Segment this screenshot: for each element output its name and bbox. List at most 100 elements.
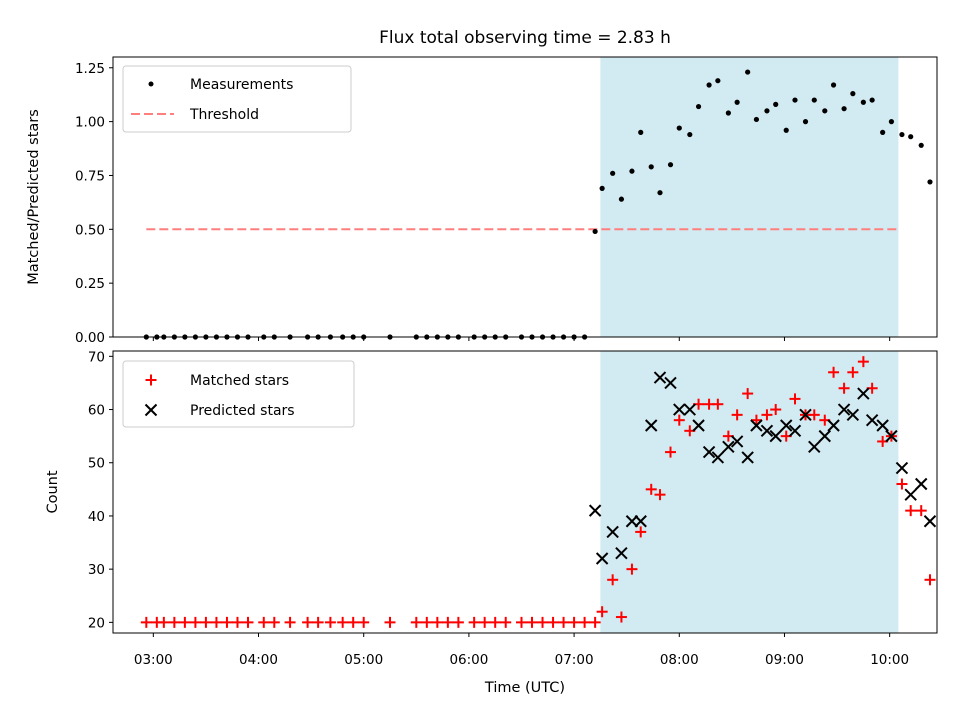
predicted-star-point: [837, 403, 851, 416]
matched-star-point: [302, 616, 314, 628]
matched-star-point: [168, 616, 180, 628]
cross-stroke-b: [865, 413, 879, 427]
predicted-star-point: [915, 477, 928, 491]
predicted-star-point: [788, 424, 802, 438]
legend-measurements-marker: [148, 81, 154, 87]
cross-stroke-b: [846, 408, 860, 422]
chart-title: Flux total observing time = 2.83 h: [379, 28, 671, 48]
measurement-point: [715, 78, 721, 84]
cross-stroke-b: [664, 376, 677, 390]
matched-star-point: [589, 616, 601, 628]
predicted-star-point: [625, 515, 639, 528]
matched-star-point: [857, 356, 869, 368]
bottom-x-ticks: 03:00 04:00 05:00 06:00 07:00 08:00 09:00 10:00: [134, 633, 909, 668]
measurement-point: [687, 131, 693, 138]
predicted-star-point: [653, 371, 667, 384]
measurement-point: [638, 129, 644, 135]
matched-star-point: [665, 446, 677, 458]
top-panel: 0.00 0.25 0.50 0.75 1.00 1.25 Flux total obse…: [26, 28, 938, 346]
predicted-star-point: [904, 488, 917, 501]
predicted-star-point: [750, 419, 763, 432]
cross-stroke-b: [634, 515, 647, 528]
matched-star-point: [905, 505, 917, 517]
x-tick-label: 10:00: [870, 652, 909, 668]
cross-stroke-b: [673, 403, 686, 416]
bottom-y-tick-label: 40: [88, 509, 105, 525]
legend-matched-label: Matched stars: [190, 373, 289, 389]
predicted-star-point: [876, 419, 889, 432]
measurement-point: [610, 170, 616, 176]
matched-star-point: [337, 616, 349, 628]
cross-stroke-b: [827, 419, 840, 432]
predicted-star-point: [846, 408, 860, 422]
cross-stroke-b: [904, 488, 917, 501]
matched-star-point: [468, 616, 480, 628]
cross-stroke-b: [595, 552, 609, 565]
matched-star-point: [515, 616, 527, 628]
measurement-point: [850, 91, 856, 97]
legend-predicted-label: Predicted stars: [190, 403, 295, 419]
predicted-star-point: [885, 429, 898, 443]
cross-stroke-b: [730, 435, 744, 448]
bottom-y-tick-label: 50: [88, 456, 105, 472]
matched-star-point: [140, 616, 152, 628]
x-axis-label: Time (UTC): [484, 680, 565, 696]
matched-star-point: [231, 616, 243, 628]
top-observing-window: [600, 57, 899, 337]
cross-stroke-b: [923, 515, 937, 528]
x-tick-label: 08:00: [660, 652, 699, 668]
predicted-star-point: [780, 419, 793, 432]
measurement-point: [629, 168, 635, 174]
matched-star-point: [158, 616, 170, 628]
matched-star-point: [761, 409, 773, 421]
measurement-point: [888, 119, 895, 125]
measurement-point: [927, 179, 933, 185]
measurement-point: [725, 110, 731, 116]
predicted-star-point: [741, 451, 754, 464]
matched-star-point: [635, 526, 647, 538]
cross-stroke-b: [683, 403, 697, 416]
matched-star-point: [452, 616, 464, 628]
measurement-point: [783, 127, 789, 133]
legend-predicted-marker: [144, 403, 158, 417]
matched-star-point: [547, 616, 559, 628]
bottom-y-tick-label: 20: [88, 615, 105, 631]
cross-stroke-b: [876, 419, 889, 432]
predicted-stars-points: [588, 371, 937, 565]
measurement-point: [841, 106, 847, 112]
matched-star-point: [838, 382, 850, 394]
matched-star-point: [924, 574, 936, 586]
matched-star-point: [568, 616, 580, 628]
predicted-star-point: [664, 376, 677, 390]
measurement-point: [657, 190, 663, 196]
measurement-point: [734, 99, 740, 105]
top-y-tick-label: 0.75: [75, 168, 105, 184]
matched-star-point: [421, 616, 433, 628]
cross-stroke-b: [750, 419, 763, 432]
predicted-star-point: [692, 419, 705, 432]
measurement-point: [811, 97, 817, 103]
matched-star-point: [189, 616, 201, 628]
matched-star-point: [410, 616, 422, 628]
predicted-star-point: [769, 429, 782, 443]
top-y-tick-label: 0.25: [75, 276, 105, 292]
cross-stroke-b: [915, 477, 928, 491]
matched-star-point: [654, 489, 666, 501]
top-y-axis-label: Matched/Predicted stars: [26, 109, 42, 285]
matched-star-point: [915, 505, 927, 517]
matched-star-point: [615, 611, 627, 623]
predicted-star-point: [615, 546, 628, 560]
matched-star-point: [431, 616, 443, 628]
measurement-point: [830, 82, 837, 88]
cross-stroke-b: [722, 440, 735, 453]
measurement-point: [695, 103, 702, 110]
matched-star-point: [258, 616, 270, 628]
measurement-point: [773, 101, 779, 107]
matched-star-point: [896, 478, 908, 490]
matched-star-point: [558, 616, 570, 628]
matched-star-point: [242, 616, 254, 628]
matched-star-point: [596, 606, 608, 618]
matched-star-point: [742, 388, 754, 400]
cross-stroke-b: [615, 546, 628, 560]
matched-star-point: [712, 398, 724, 410]
